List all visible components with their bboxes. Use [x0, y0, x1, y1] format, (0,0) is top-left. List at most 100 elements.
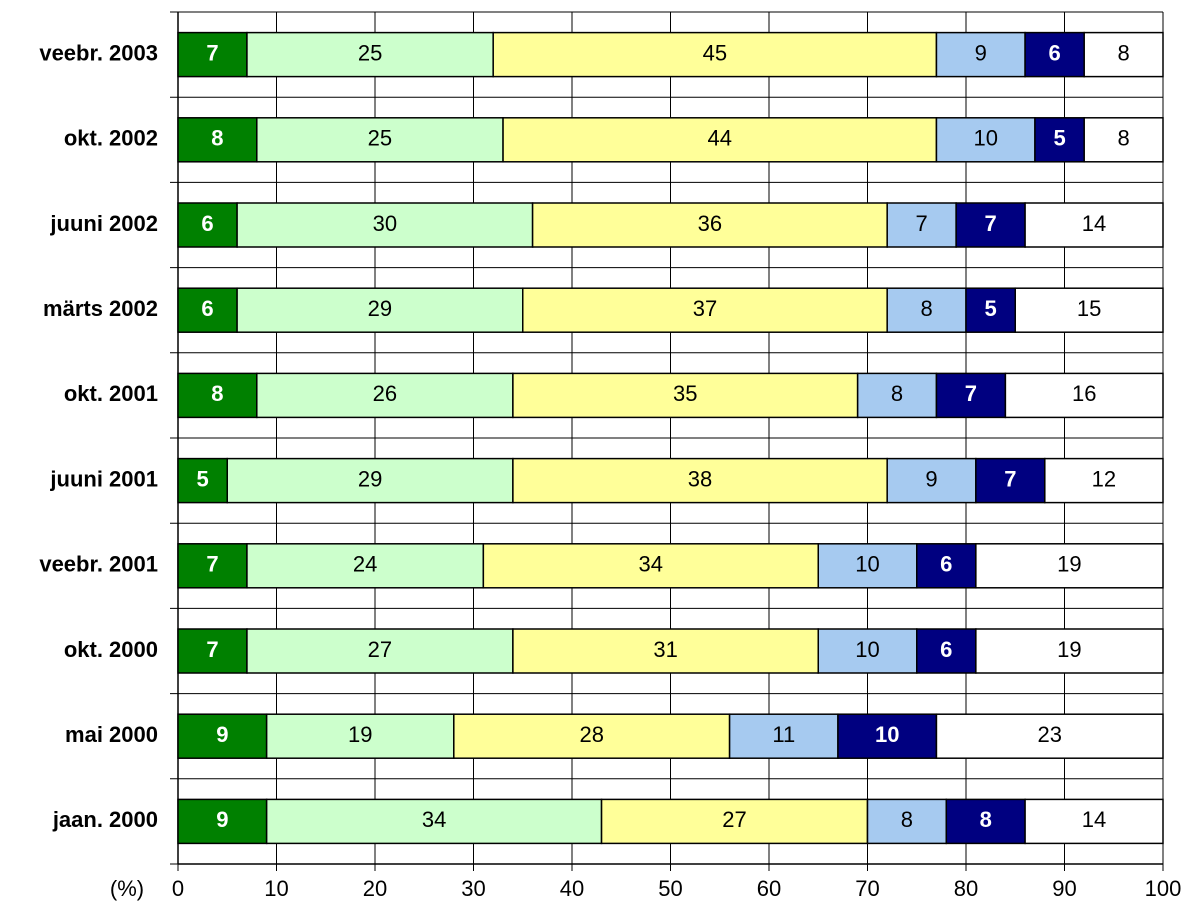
- data-label: 45: [703, 40, 727, 65]
- data-label: 7: [206, 40, 218, 65]
- bar-segment: [935, 713, 1164, 759]
- bar-segment: [265, 713, 455, 759]
- bar-segment: [512, 457, 888, 504]
- data-label: 36: [698, 211, 722, 236]
- data-label: 28: [579, 722, 603, 747]
- bar-segment: [837, 713, 938, 759]
- bar-segment: [1083, 117, 1164, 163]
- bar-segment: [512, 628, 820, 674]
- data-label: 14: [1082, 807, 1106, 832]
- bar-segment: [531, 202, 888, 248]
- bar-segment: [1024, 202, 1164, 248]
- bar-segment: [975, 543, 1164, 589]
- data-label: 14: [1082, 211, 1106, 236]
- bar-segment: [177, 798, 268, 845]
- x-tick-label: 80: [954, 876, 978, 901]
- x-tick-label: 40: [560, 876, 584, 901]
- data-label: 7: [985, 211, 997, 236]
- data-label: 6: [201, 211, 213, 236]
- data-label: 7: [916, 211, 928, 236]
- bar-segment: [246, 31, 494, 78]
- data-label: 23: [1037, 722, 1061, 747]
- data-label: 8: [1117, 126, 1129, 151]
- y-tick-label: okt. 2001: [64, 381, 158, 406]
- bar-segment: [1044, 457, 1164, 504]
- y-tick-label: okt. 2000: [64, 637, 158, 662]
- data-label: 6: [940, 637, 952, 662]
- data-label: 29: [358, 466, 382, 491]
- y-tick-label: mai 2000: [65, 722, 158, 747]
- bar-segment: [522, 287, 888, 333]
- data-label: 19: [1057, 552, 1081, 577]
- x-tick-label: 100: [1145, 876, 1182, 901]
- bar-segment: [236, 287, 524, 333]
- bar-segment: [1014, 287, 1164, 333]
- bar-segment: [246, 628, 514, 674]
- x-tick-label: 30: [461, 876, 485, 901]
- data-label: 8: [901, 807, 913, 832]
- data-label: 11: [772, 722, 795, 747]
- data-label: 31: [653, 637, 677, 662]
- x-tick-label: 0: [172, 876, 184, 901]
- data-label: 19: [1057, 637, 1081, 662]
- bar-segment: [502, 117, 938, 163]
- data-label: 8: [980, 807, 992, 832]
- data-label: 9: [975, 40, 987, 65]
- x-axis-label: (%): [110, 876, 144, 901]
- bar-segment: [453, 713, 731, 759]
- data-label: 44: [708, 126, 732, 151]
- data-label: 5: [1053, 126, 1065, 151]
- y-tick-label: märts 2002: [43, 296, 158, 321]
- data-label: 10: [855, 637, 879, 662]
- bar-segment: [1083, 31, 1164, 78]
- data-label: 6: [1049, 40, 1061, 65]
- y-tick-label: okt. 2002: [64, 126, 158, 151]
- data-label: 10: [973, 126, 997, 151]
- x-tick-label: 10: [264, 876, 288, 901]
- data-label: 35: [673, 381, 697, 406]
- bar-segment: [1034, 117, 1085, 163]
- x-tick-label: 70: [855, 876, 879, 901]
- bar-segment: [177, 117, 258, 163]
- x-tick-label: 90: [1052, 876, 1076, 901]
- data-label: 9: [925, 466, 937, 491]
- bar-segment: [246, 543, 485, 589]
- data-label: 8: [211, 381, 223, 406]
- x-tick-label: 20: [363, 876, 387, 901]
- data-label: 10: [855, 552, 879, 577]
- bar-segment: [1004, 372, 1164, 419]
- data-label: 12: [1092, 466, 1116, 491]
- data-label: 7: [965, 381, 977, 406]
- data-label: 27: [368, 637, 392, 662]
- data-label: 6: [940, 552, 952, 577]
- bar-segment: [866, 798, 948, 845]
- y-tick-label: juuni 2001: [49, 466, 158, 491]
- data-label: 7: [206, 637, 218, 662]
- y-tick-label: veebr. 2001: [39, 552, 158, 577]
- data-label: 7: [206, 552, 218, 577]
- bar-segment: [886, 202, 957, 248]
- bar-segment: [177, 713, 268, 759]
- bar-segment: [935, 117, 1036, 163]
- data-label: 30: [373, 211, 397, 236]
- bar-segment: [975, 628, 1164, 674]
- bar-segment: [728, 713, 839, 759]
- bar-segment: [600, 798, 869, 845]
- data-label: 15: [1077, 296, 1101, 321]
- x-tick-label: 50: [658, 876, 682, 901]
- bar-segment: [512, 372, 859, 419]
- data-label: 19: [348, 722, 372, 747]
- data-label: 37: [693, 296, 717, 321]
- bar-segment: [177, 287, 238, 333]
- data-label: 8: [920, 296, 932, 321]
- bar-segment: [817, 628, 918, 674]
- x-tick-label: 60: [757, 876, 781, 901]
- bar-segment: [916, 628, 977, 674]
- bar-segment: [817, 543, 918, 589]
- bar-segment: [886, 287, 967, 333]
- data-label: 8: [1117, 40, 1129, 65]
- data-label: 5: [197, 466, 209, 491]
- data-label: 10: [875, 722, 899, 747]
- bar-segment: [916, 543, 977, 589]
